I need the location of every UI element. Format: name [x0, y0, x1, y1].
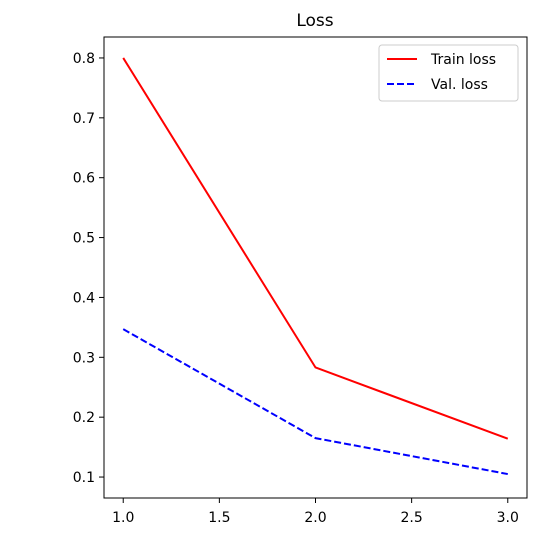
series-line-train-loss: [122, 57, 509, 440]
y-tick-label: 0.1: [73, 470, 95, 486]
x-tick-label: 1.0: [112, 510, 134, 526]
legend-label: Val. loss: [431, 77, 488, 93]
x-axis: 1.0 1.5 2.0 2.5 3.0: [112, 498, 519, 526]
legend: Train loss Val. loss: [378, 44, 519, 102]
y-tick-label: 0.8: [73, 51, 95, 67]
y-tick-label: 0.4: [73, 290, 95, 306]
x-tick-label: 2.5: [401, 510, 423, 526]
legend-label: Train loss: [430, 52, 496, 68]
y-axis: 0.1 0.2 0.3 0.4 0.5 0.6 0.7 0.8: [73, 51, 104, 486]
x-tick-label: 3.0: [497, 510, 519, 526]
x-tick-label: 1.5: [208, 510, 230, 526]
plot-area: [122, 57, 509, 476]
y-tick-label: 0.6: [73, 171, 95, 187]
axes-frame: [103, 36, 528, 499]
x-tick-label: 2.0: [304, 510, 326, 526]
y-tick-label: 0.2: [73, 410, 95, 426]
y-tick-label: 0.5: [73, 231, 95, 247]
y-tick-label: 0.3: [73, 350, 95, 366]
series-line-val-loss: [122, 328, 508, 476]
chart-title: Loss: [296, 11, 333, 31]
y-tick-label: 0.7: [73, 111, 95, 127]
